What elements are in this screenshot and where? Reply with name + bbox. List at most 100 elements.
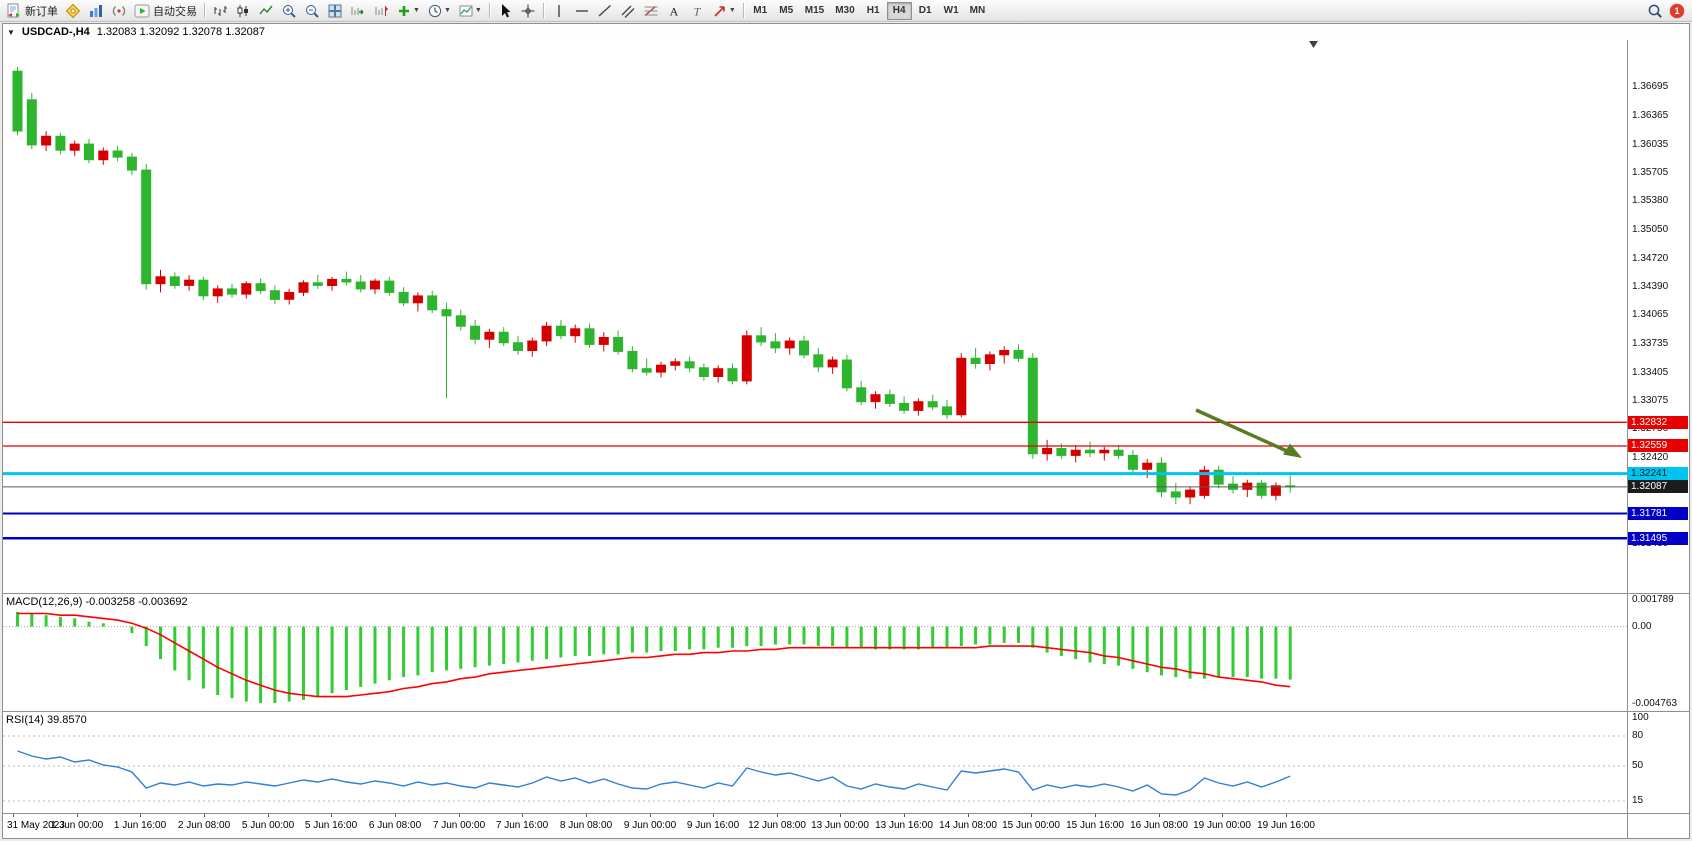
trend-arrow-annotation[interactable]	[1195, 408, 1302, 458]
time-tick	[777, 814, 778, 817]
arrows-tool-button[interactable]: ▼	[709, 1, 739, 20]
tile-windows-button[interactable]	[324, 1, 346, 20]
chevron-down-icon: ▼	[728, 7, 736, 14]
cursor-button[interactable]	[494, 1, 516, 20]
candle	[227, 283, 237, 298]
channel-tool-button[interactable]	[617, 1, 639, 20]
timeframe-button-M30[interactable]: M30	[830, 2, 859, 20]
candle	[1156, 457, 1167, 498]
auto-scroll-icon	[351, 6, 364, 15]
text-tool-button[interactable]: A	[663, 1, 685, 20]
market-depth-icon	[90, 4, 102, 17]
label-tool-button[interactable]: T	[686, 1, 708, 20]
time-tick	[1222, 814, 1223, 817]
candle	[455, 309, 466, 331]
periods-button[interactable]: ▼	[424, 1, 454, 20]
zoom-in-icon	[283, 4, 296, 18]
zoom-out-button[interactable]	[301, 1, 323, 20]
candle	[613, 330, 624, 355]
timeframe-button-W1[interactable]: W1	[939, 2, 964, 20]
bar-chart-button[interactable]	[209, 1, 231, 20]
candle	[126, 152, 137, 176]
metaeditor-button[interactable]	[62, 1, 84, 20]
macd-axis-label: 0.001789	[1632, 594, 1674, 605]
rsi-chart-canvas[interactable]	[3, 712, 1627, 813]
autotrade-button[interactable]: 自动交易	[131, 1, 200, 20]
time-tick	[140, 814, 141, 817]
horizontal-line-tool-button[interactable]	[571, 1, 593, 20]
timeframe-button-D1[interactable]: D1	[913, 2, 938, 20]
candle	[26, 92, 37, 150]
candle	[370, 278, 380, 295]
fibonacci-tool-button[interactable]	[640, 1, 662, 20]
indicators-button[interactable]: ▼	[393, 1, 423, 20]
chart-title-bar: ▼ USDCAD-,H4 1.32083 1.32092 1.32078 1.3…	[3, 24, 1689, 40]
collapse-icon[interactable]: ▼	[7, 27, 15, 37]
candle	[141, 164, 152, 290]
timeframe-button-H1[interactable]: H1	[861, 2, 886, 20]
candlestick-chart-button[interactable]	[232, 1, 254, 20]
macd-label: MACD(12,26,9) -0.003258 -0.003692	[6, 596, 188, 608]
candle	[155, 269, 166, 293]
line-chart-button[interactable]	[255, 1, 277, 20]
candle	[1127, 450, 1138, 475]
time-tick	[840, 814, 841, 817]
rsi-axis[interactable]: 100 80 50 15	[1627, 712, 1689, 813]
time-tick	[268, 814, 269, 817]
candle	[98, 147, 109, 165]
candle	[684, 356, 695, 373]
crosshair-button[interactable]	[517, 1, 539, 20]
market-depth-button[interactable]	[85, 1, 107, 20]
price-axis[interactable]: 1.36695 1.36365 1.36035 1.35705 1.35380 1.350…	[1627, 40, 1689, 593]
time-tick	[586, 814, 587, 817]
search-icon[interactable]	[1647, 3, 1663, 19]
timeframe-button-M1[interactable]: M1	[748, 2, 773, 20]
time-axis-label: 9 Jun 00:00	[623, 820, 677, 831]
macd-signal-line	[17, 612, 1291, 698]
candle	[241, 281, 252, 299]
text-icon: A	[669, 4, 678, 18]
time-axis-label: 12 Jun 08:00	[748, 820, 806, 831]
line-chart-icon	[259, 5, 273, 14]
toolbar-right: 1	[1647, 3, 1689, 19]
candle	[355, 275, 366, 293]
price-chart-canvas[interactable]	[3, 40, 1627, 593]
new-order-label: 新订单	[25, 5, 58, 18]
candle	[112, 145, 123, 162]
templates-button[interactable]: ▼	[455, 1, 485, 20]
toolbar-separator	[488, 3, 490, 18]
timeframe-button-MN[interactable]: MN	[965, 2, 991, 20]
zoom-out-icon	[306, 4, 319, 18]
candle	[999, 346, 1010, 364]
candle	[69, 140, 80, 157]
timeframe-button-H4[interactable]: H4	[886, 1, 912, 20]
notification-badge[interactable]: 1	[1670, 3, 1684, 18]
timeframe-button-M5[interactable]: M5	[774, 2, 799, 20]
candle	[1185, 486, 1196, 504]
zoom-in-button[interactable]	[278, 1, 300, 20]
time-tick	[968, 814, 969, 817]
vertical-line-tool-button[interactable]	[548, 1, 570, 20]
macd-axis[interactable]: 0.001789 0.00 -0.004763	[1627, 594, 1689, 711]
toolbar-separator	[742, 3, 744, 18]
trendline-tool-button[interactable]	[594, 1, 616, 20]
signals-button[interactable]	[108, 1, 130, 20]
candle	[570, 324, 581, 343]
auto-scroll-button[interactable]	[347, 1, 369, 20]
macd-chart-canvas[interactable]	[3, 594, 1627, 711]
new-order-button[interactable]: 新订单	[3, 1, 61, 20]
candle	[1213, 465, 1224, 489]
chart-shift-icon	[375, 5, 388, 16]
price-line-label: 1.32241	[1628, 467, 1688, 480]
fibonacci-icon	[644, 5, 658, 16]
candle	[627, 346, 638, 373]
candle	[327, 276, 338, 291]
candle	[942, 399, 952, 419]
candle	[384, 276, 395, 296]
chart-shift-button[interactable]	[370, 1, 392, 20]
time-axis[interactable]: 31 May 2023 1 Jun 00:00 1 Jun 16:00 2 Jun 0…	[3, 813, 1689, 838]
candle	[498, 327, 509, 347]
timeframe-button-M15[interactable]: M15	[800, 2, 829, 20]
candle	[799, 335, 809, 359]
candle	[284, 288, 295, 305]
